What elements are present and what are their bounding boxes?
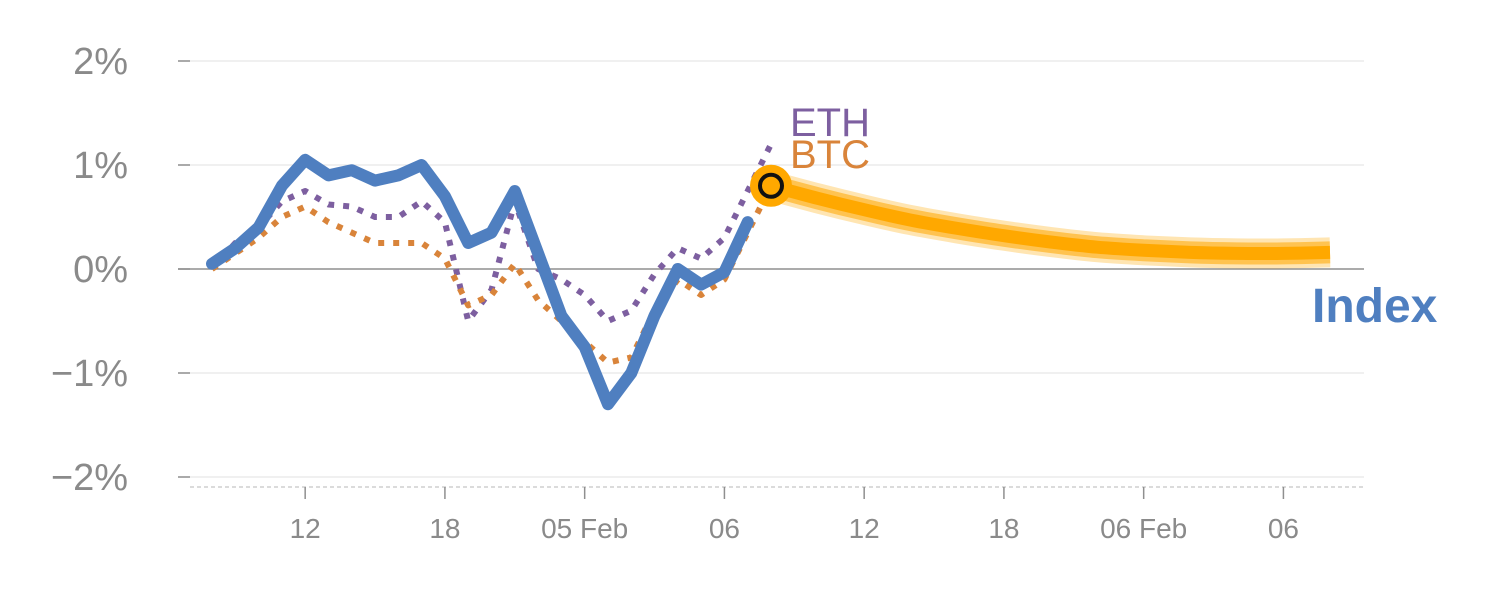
y-tick-label: 2% (73, 41, 128, 83)
x-tick-label: 12 (290, 513, 321, 544)
y-tick-label: 1% (73, 145, 128, 187)
y-axis: 2% 1% 0% −1% −2% (51, 41, 190, 499)
y-tick-label: −1% (51, 353, 128, 395)
x-tick-label: 06 (709, 513, 740, 544)
eth-label: ETH (790, 101, 870, 145)
btc-label: BTC (790, 133, 870, 177)
x-tick-label: 06 (1268, 513, 1299, 544)
series-layer (206, 142, 774, 411)
series-eth-line (209, 142, 774, 324)
x-tick-label: 06 Feb (1100, 513, 1187, 544)
forecast-band-core (769, 179, 1331, 261)
current-marker-halo (750, 164, 792, 207)
current-marker (758, 172, 784, 199)
x-axis: 12 18 05 Feb 06 12 18 06 Feb 06 (190, 486, 1364, 544)
index-label: Index (1312, 280, 1438, 333)
x-tick-label: 12 (849, 513, 880, 544)
marker-layer (750, 164, 792, 207)
x-tick-label: 18 (429, 513, 460, 544)
series-index-line (206, 153, 754, 411)
grid-lines (178, 60, 1364, 478)
forecast-layer (767, 171, 1331, 269)
y-tick-label: −2% (51, 457, 128, 499)
x-tick-label: 05 Feb (541, 513, 628, 544)
y-tick-label: 0% (73, 249, 128, 291)
x-tick-label: 18 (988, 513, 1019, 544)
